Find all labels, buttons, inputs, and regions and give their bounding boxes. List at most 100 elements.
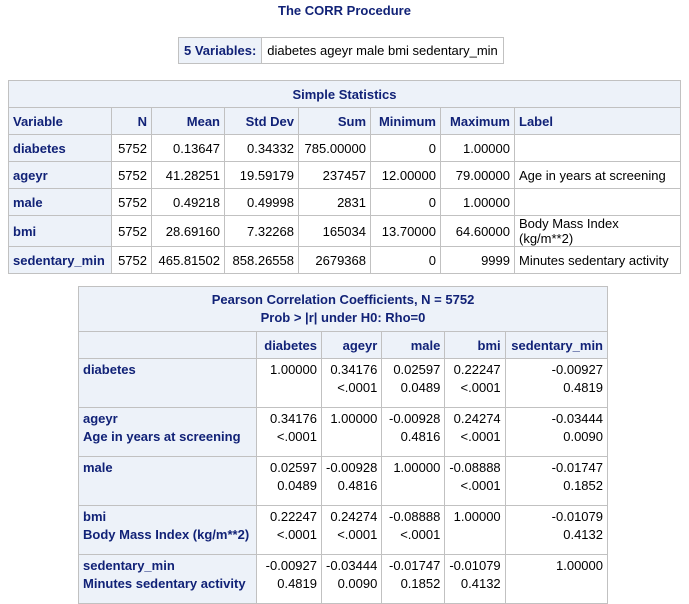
variables-value: diabetes ageyr male bmi sedentary_min <box>261 37 504 64</box>
pearson-cell: 1.00000 <box>256 358 322 408</box>
correlation-value: -0.03444 <box>326 558 378 573</box>
correlation-value: 1.00000 <box>453 509 501 524</box>
pearson-header-cell: diabetes <box>256 331 322 359</box>
p-value: <.0001 <box>460 380 501 395</box>
correlation-value: 0.34176 <box>270 411 317 426</box>
simple-cell-min: 0 <box>370 134 441 162</box>
correlation-value: 0.02597 <box>393 362 441 377</box>
pearson-row-name: bmi <box>83 509 107 524</box>
simple-cell-max: 1.00000 <box>440 134 515 162</box>
simple-statistics-caption: Simple Statistics <box>8 80 681 108</box>
table-row: diabetes 5752 0.13647 0.34332 785.00000 0 1.00… <box>8 134 681 162</box>
table-row: male 0.02597 0.0489 -0.00928 0.4816 1.00000 -0… <box>78 456 609 506</box>
pearson-row-header: ageyr Age in years at screening <box>78 407 257 457</box>
simple-header-cell: Maximum <box>440 107 515 135</box>
simple-cell-n: 5752 <box>111 215 152 247</box>
simple-header-cell: N <box>111 107 152 135</box>
p-value: <.0001 <box>400 527 441 542</box>
simple-cell-label <box>514 188 681 216</box>
pearson-cell: 0.34176 <.0001 <box>256 407 322 457</box>
correlation-value: 1.00000 <box>556 558 603 573</box>
p-value: 0.4132 <box>460 576 501 591</box>
simple-cell-min: 0 <box>370 246 441 274</box>
simple-cell-sum: 237457 <box>298 161 371 189</box>
pearson-row-label: Body Mass Index (kg/m**2) <box>83 527 250 542</box>
simple-cell-max: 9999 <box>440 246 515 274</box>
p-value: 0.1852 <box>563 478 603 493</box>
pearson-cell: 0.02597 0.0489 <box>381 358 446 408</box>
simple-cell-min: 12.00000 <box>370 161 441 189</box>
correlation-value: 0.22247 <box>453 362 501 377</box>
pearson-cell: -0.01747 0.1852 <box>504 456 609 506</box>
pearson-cell: 1.00000 <box>444 505 506 555</box>
table-row: ageyr 5752 41.28251 19.59179 237457 12.00000 7… <box>8 161 681 189</box>
p-value: 0.4816 <box>337 478 378 493</box>
table-row: diabetes 1.00000 0.34176 <.0001 0.02597 0.048… <box>78 358 609 408</box>
simple-cell-mean: 0.13647 <box>151 134 225 162</box>
pearson-cell: 1.00000 <box>381 456 446 506</box>
p-value: 0.0489 <box>277 478 317 493</box>
pearson-header-cell: bmi <box>444 331 506 359</box>
p-value: 0.1852 <box>400 576 441 591</box>
pearson-cell: -0.00927 0.4819 <box>504 358 609 408</box>
pearson-row-name: ageyr <box>83 411 118 426</box>
pearson-row-header: sedentary_min Minutes sedentary activity <box>78 554 257 604</box>
simple-cell-std: 19.59179 <box>224 161 299 189</box>
variables-label: 5 Variables: <box>177 37 263 64</box>
correlation-value: 0.22247 <box>270 509 317 524</box>
pearson-header-cell: ageyr <box>320 331 383 359</box>
pearson-cell: -0.00927 0.4819 <box>256 554 322 604</box>
p-value: 0.0090 <box>563 429 603 444</box>
simple-cell-n: 5752 <box>111 161 152 189</box>
correlation-value: -0.00927 <box>551 362 603 377</box>
simple-cell-std: 0.49998 <box>224 188 299 216</box>
simple-cell-sum: 165034 <box>298 215 371 247</box>
pearson-row-name: diabetes <box>83 362 136 377</box>
table-row: sedentary_min 5752 465.81502 858.26558 26793… <box>8 246 681 274</box>
simple-cell-mean: 465.81502 <box>151 246 225 274</box>
simple-cell-mean: 41.28251 <box>151 161 225 189</box>
simple-cell-max: 64.60000 <box>440 215 515 247</box>
simple-cell-mean: 0.49218 <box>151 188 225 216</box>
pearson-row-label: Minutes sedentary activity <box>83 576 246 591</box>
simple-row-variable: sedentary_min <box>8 246 112 274</box>
simple-statistics-table: Simple Statistics Variable N Mean Std Dev Su… <box>8 80 681 274</box>
p-value: 0.4819 <box>563 380 603 395</box>
p-value: 0.0489 <box>400 380 441 395</box>
pearson-cell: -0.08888 <.0001 <box>381 505 446 555</box>
correlation-value: -0.01079 <box>449 558 501 573</box>
simple-cell-std: 7.32268 <box>224 215 299 247</box>
pearson-row-header: male <box>78 456 257 506</box>
simple-row-variable: male <box>8 188 112 216</box>
simple-cell-label: Body Mass Index (kg/m**2) <box>514 215 681 247</box>
simple-header-cell: Variable <box>8 107 112 135</box>
simple-cell-n: 5752 <box>111 188 152 216</box>
pearson-cell: 1.00000 <box>320 407 383 457</box>
simple-cell-n: 5752 <box>111 134 152 162</box>
p-value: <.0001 <box>460 478 501 493</box>
pearson-row-name: male <box>83 460 113 475</box>
correlation-value: -0.08888 <box>449 460 501 475</box>
pearson-cell: -0.01079 0.4132 <box>504 505 609 555</box>
p-value: <.0001 <box>276 527 317 542</box>
correlation-value: -0.08888 <box>389 509 441 524</box>
simple-cell-min: 0 <box>370 188 441 216</box>
correlation-value: -0.01747 <box>389 558 441 573</box>
simple-row-variable: ageyr <box>8 161 112 189</box>
simple-cell-n: 5752 <box>111 246 152 274</box>
pearson-cell: 0.34176 <.0001 <box>320 358 383 408</box>
page-title: The CORR Procedure <box>278 3 411 18</box>
pearson-cell: 0.02597 0.0489 <box>256 456 322 506</box>
correlation-value: -0.00928 <box>389 411 441 426</box>
p-value: <.0001 <box>460 429 501 444</box>
pearson-caption-line1: Pearson Correlation Coefficients, N = 57… <box>211 292 475 307</box>
p-value: 0.0090 <box>337 576 378 591</box>
correlation-value: -0.00928 <box>326 460 378 475</box>
simple-cell-std: 858.26558 <box>224 246 299 274</box>
pearson-row-header: diabetes <box>78 358 257 408</box>
p-value: 0.4132 <box>563 527 603 542</box>
pearson-cell: 0.24274 <.0001 <box>444 407 506 457</box>
pearson-header-cell: sedentary_min <box>504 331 609 359</box>
correlation-value: -0.01747 <box>551 460 603 475</box>
p-value: 0.4816 <box>400 429 441 444</box>
